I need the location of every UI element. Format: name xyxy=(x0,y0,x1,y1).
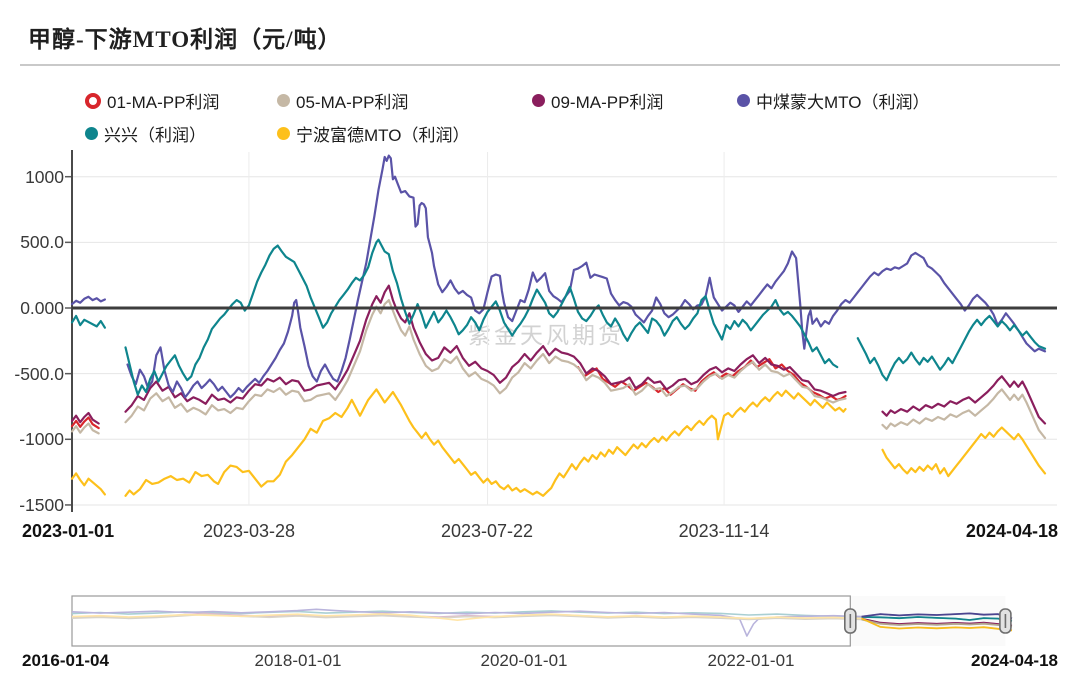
series-line-兴兴（利润） xyxy=(856,314,1047,382)
legend-label: 01-MA-PP利润 xyxy=(107,93,220,112)
navigator-box xyxy=(71,595,851,647)
legend-dot-icon xyxy=(277,94,290,107)
y-axis-tick-label: 500.0 xyxy=(20,232,64,252)
series-line-05-MA-PP利润 xyxy=(124,299,847,424)
series-line-09-MA-PP利润 xyxy=(881,375,1047,425)
series-line-05-MA-PP利润 xyxy=(881,388,1047,440)
series-line-09-MA-PP利润 xyxy=(124,284,847,413)
title-divider xyxy=(20,64,1060,66)
legend-item-09-ma-pp[interactable]: 09-MA-PP利润 xyxy=(532,88,737,113)
y-axis-tick-label: 1000 xyxy=(25,167,64,187)
legend-label: 中煤蒙大MTO（利润） xyxy=(756,93,930,112)
series-line-宁波富德MTO（利润） xyxy=(70,472,107,496)
legend-item-01-ma-pp[interactable]: 01-MA-PP利润 xyxy=(85,88,277,113)
legend-label: 兴兴（利润） xyxy=(104,126,206,145)
page-title: 甲醇-下游MTO利润（元/吨） xyxy=(28,27,342,52)
legend-item-05-ma-pp[interactable]: 05-MA-PP利润 xyxy=(277,88,532,113)
nav-axis-tick-label: 2020-01-01 xyxy=(480,651,568,670)
nav-axis-tick-label: 2024-04-18 xyxy=(971,651,1058,670)
y-axis-tick-label: -1500 xyxy=(19,495,64,515)
series-line-兴兴（利润） xyxy=(124,238,839,396)
chart-legend: 01-MA-PP利润 05-MA-PP利润 09-MA-PP利润 中煤蒙大MTO… xyxy=(85,84,1060,150)
legend-label: 09-MA-PP利润 xyxy=(551,93,664,112)
legend-item-zhongmei-mengda[interactable]: 中煤蒙大MTO（利润） xyxy=(737,88,1060,113)
x-axis-tick-label: 2023-07-22 xyxy=(440,521,534,541)
legend-dot-icon xyxy=(737,94,750,107)
series-line-01-MA-PP利润 xyxy=(70,416,100,430)
nav-series-selected-宁波富德MTO（利润） xyxy=(861,617,1013,632)
series-line-中煤蒙大MTO（利润） xyxy=(126,154,1047,399)
nav-window[interactable] xyxy=(850,596,1006,646)
series-line-宁波富德MTO（利润） xyxy=(124,388,847,497)
x-axis-tick-label: 2024-04-18 xyxy=(965,521,1058,541)
x-axis-tick-label: 2023-11-14 xyxy=(678,521,770,541)
series-line-09-MA-PP利润 xyxy=(70,411,100,425)
nav-series-selected-09-MA-PP利润 xyxy=(861,617,1013,627)
nav-series-selected-05-MA-PP利润 xyxy=(861,618,1013,628)
series-line-兴兴（利润） xyxy=(70,314,107,329)
series-line-中煤蒙大MTO（利润） xyxy=(70,295,107,306)
legend-ring-icon xyxy=(85,92,101,109)
legend-item-xingxing[interactable]: 兴兴（利润） xyxy=(85,121,277,146)
nav-series-selected-兴兴（利润） xyxy=(861,616,1013,622)
legend-label: 宁波富德MTO（利润） xyxy=(296,126,470,145)
y-axis-tick-label: 0.000 xyxy=(20,298,64,318)
legend-dot-icon xyxy=(85,127,98,140)
series-line-宁波富德MTO（利润） xyxy=(881,426,1047,478)
legend-item-ningbo-fude[interactable]: 宁波富德MTO（利润） xyxy=(277,121,532,146)
nav-axis-tick-label: 2018-01-01 xyxy=(254,651,342,670)
legend-label: 05-MA-PP利润 xyxy=(296,93,409,112)
watermark: 紫金天风期货 xyxy=(468,322,624,348)
series-line-01-MA-PP利润 xyxy=(576,358,847,401)
y-axis-tick-label: -1000 xyxy=(19,429,64,449)
legend-dot-icon xyxy=(532,94,545,107)
x-axis-tick-label: 2023-03-28 xyxy=(202,521,296,541)
series-line-05-MA-PP利润 xyxy=(70,422,100,435)
legend-dot-icon xyxy=(277,127,290,140)
nav-axis-tick-label: 2022-01-01 xyxy=(707,651,795,670)
nav-axis-tick-label: 2016-01-04 xyxy=(22,651,109,670)
nav-series-selected-中煤蒙大MTO（利润） xyxy=(861,612,1013,620)
y-axis-tick-label: -500.0 xyxy=(14,364,64,384)
x-axis-tick-label: 2023-01-01 xyxy=(22,521,115,541)
